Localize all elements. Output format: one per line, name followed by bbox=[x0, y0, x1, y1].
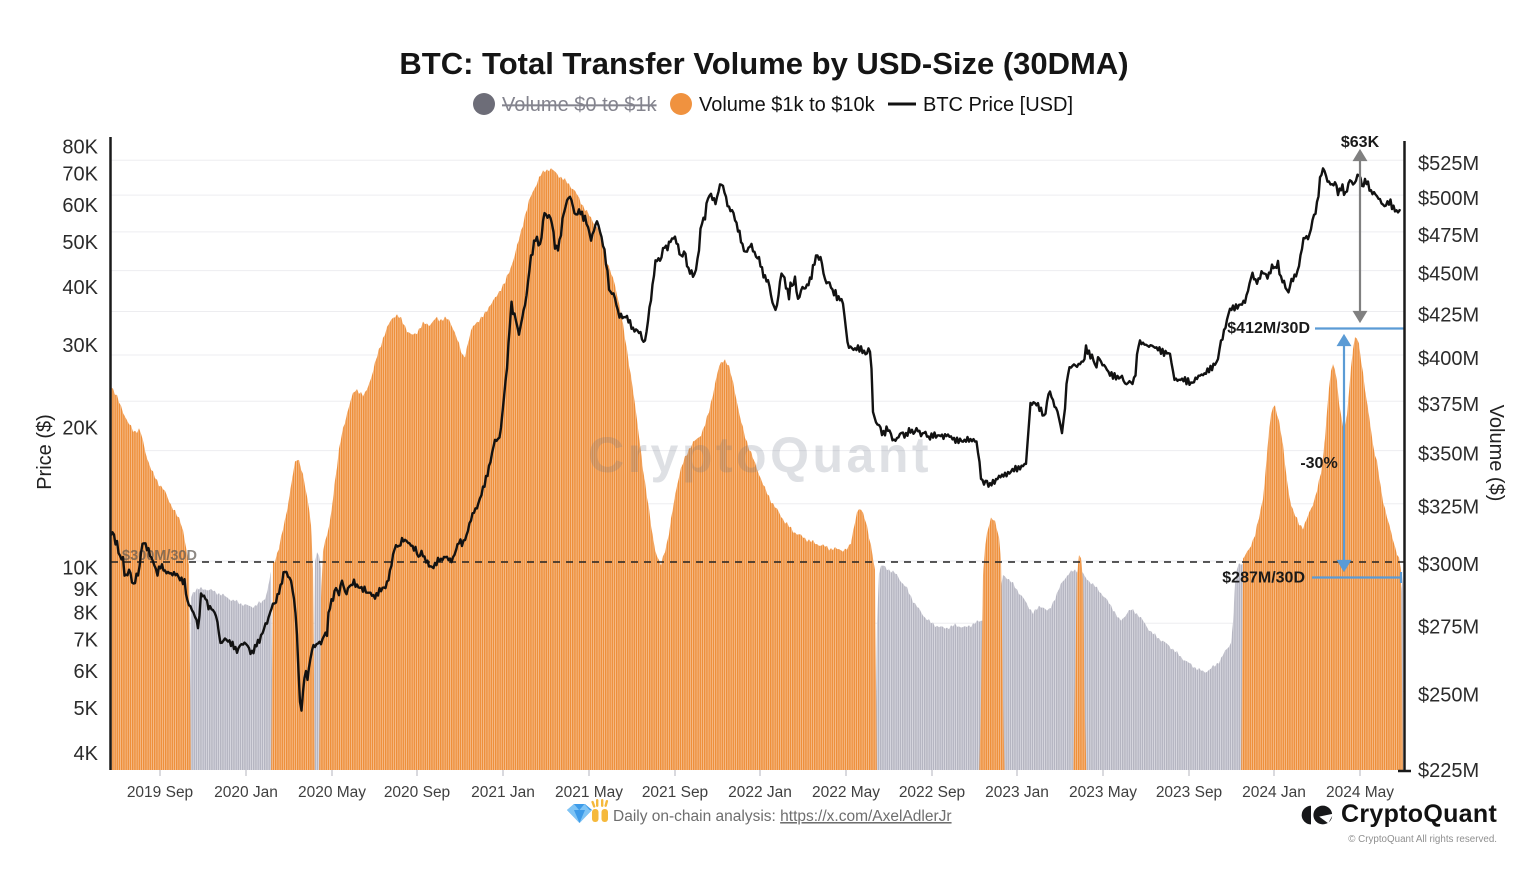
svg-text:$325M: $325M bbox=[1418, 497, 1479, 519]
svg-text:60K: 60K bbox=[62, 195, 98, 217]
svg-text:2021 Sep: 2021 Sep bbox=[642, 784, 708, 801]
svg-text:$450M: $450M bbox=[1418, 264, 1479, 286]
svg-text:BTC Price [USD]: BTC Price [USD] bbox=[923, 94, 1073, 116]
svg-text:$275M: $275M bbox=[1418, 616, 1479, 638]
svg-text:$287M/30D: $287M/30D bbox=[1222, 570, 1305, 587]
svg-text:$525M: $525M bbox=[1418, 153, 1479, 175]
svg-text:2023 Jan: 2023 Jan bbox=[985, 784, 1049, 801]
svg-text:2023 May: 2023 May bbox=[1069, 784, 1137, 801]
svg-text:8K: 8K bbox=[74, 603, 99, 625]
svg-text:Volume ($): Volume ($) bbox=[1485, 405, 1507, 502]
svg-text:Price ($): Price ($) bbox=[34, 414, 56, 490]
svg-text:Volume $1k to $10k: Volume $1k to $10k bbox=[699, 94, 876, 116]
svg-text:Volume $0 to $1k: Volume $0 to $1k bbox=[502, 94, 658, 116]
svg-text:2021 Jan: 2021 Jan bbox=[471, 784, 535, 801]
svg-text:$400M: $400M bbox=[1418, 348, 1479, 370]
svg-text:2019 Sep: 2019 Sep bbox=[127, 784, 193, 801]
svg-text:5K: 5K bbox=[74, 698, 99, 720]
svg-text:-30%: -30% bbox=[1300, 455, 1337, 472]
svg-text:$412M/30D: $412M/30D bbox=[1227, 320, 1310, 337]
svg-text:$250M: $250M bbox=[1418, 685, 1479, 707]
svg-text:© CryptoQuant All rights reser: © CryptoQuant All rights reserved. bbox=[1348, 834, 1497, 845]
svg-text:$63K: $63K bbox=[1341, 134, 1380, 151]
svg-text:Daily on-chain analysis: https: Daily on-chain analysis: https://x.com/A… bbox=[613, 808, 952, 825]
svg-text:9K: 9K bbox=[74, 579, 99, 601]
svg-text:50K: 50K bbox=[62, 232, 98, 254]
svg-text:CryptoQuant: CryptoQuant bbox=[588, 427, 932, 483]
svg-text:2020 Sep: 2020 Sep bbox=[384, 784, 450, 801]
svg-text:80K: 80K bbox=[62, 137, 98, 159]
svg-text:2020 May: 2020 May bbox=[298, 784, 366, 801]
svg-text:2023 Sep: 2023 Sep bbox=[1156, 784, 1222, 801]
svg-text:2022 Sep: 2022 Sep bbox=[899, 784, 965, 801]
svg-text:2020 Jan: 2020 Jan bbox=[214, 784, 278, 801]
svg-text:7K: 7K bbox=[74, 630, 99, 652]
svg-text:$300M: $300M bbox=[1418, 554, 1479, 576]
svg-text:$350M: $350M bbox=[1418, 444, 1479, 466]
svg-text:$425M: $425M bbox=[1418, 305, 1479, 327]
svg-text:40K: 40K bbox=[62, 277, 98, 299]
svg-text:CryptoQuant: CryptoQuant bbox=[1341, 800, 1497, 828]
svg-text:2024 Jan: 2024 Jan bbox=[1242, 784, 1306, 801]
svg-text:70K: 70K bbox=[62, 164, 98, 186]
svg-text:20K: 20K bbox=[62, 417, 98, 439]
svg-text:4K: 4K bbox=[74, 743, 99, 765]
svg-text:$225M: $225M bbox=[1418, 760, 1479, 782]
svg-text:$500M: $500M bbox=[1418, 188, 1479, 210]
svg-text:2021 May: 2021 May bbox=[555, 784, 623, 801]
svg-text:$475M: $475M bbox=[1418, 225, 1479, 247]
svg-text:2024 May: 2024 May bbox=[1326, 784, 1394, 801]
svg-text:30K: 30K bbox=[62, 335, 98, 357]
svg-text:BTC: Total Transfer Volume by: BTC: Total Transfer Volume by USD-Size (… bbox=[399, 46, 1128, 81]
svg-text:2022 May: 2022 May bbox=[812, 784, 880, 801]
svg-text:10K: 10K bbox=[62, 558, 98, 580]
svg-text:2022 Jan: 2022 Jan bbox=[728, 784, 792, 801]
svg-text:$375M: $375M bbox=[1418, 394, 1479, 416]
svg-text:6K: 6K bbox=[74, 661, 99, 683]
svg-text:$300M/30D: $300M/30D bbox=[122, 548, 197, 564]
